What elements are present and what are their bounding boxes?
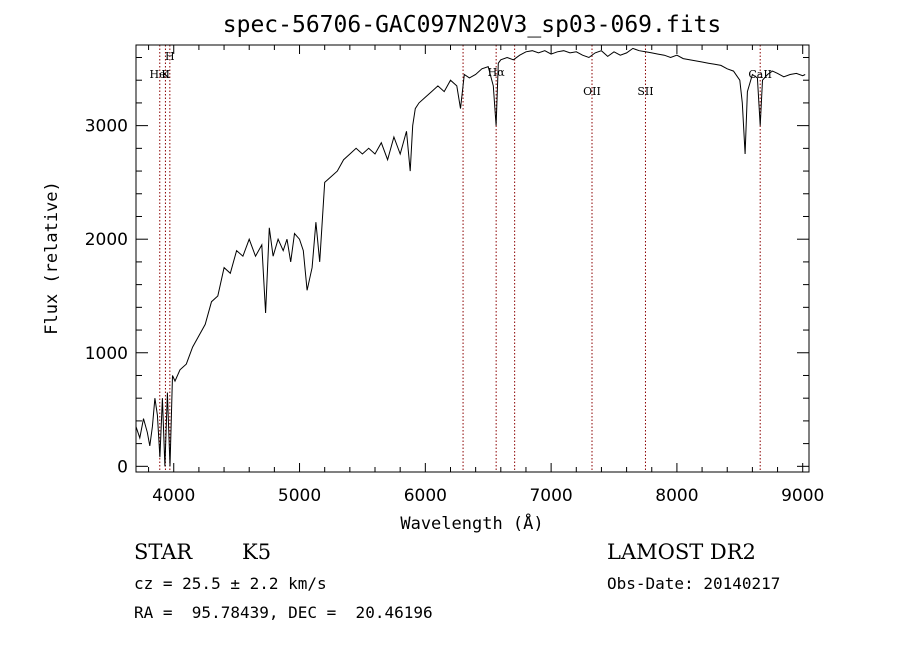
y-axis: 0 1000 2000 3000 — [85, 56, 809, 477]
object-subclass: K5 — [242, 540, 272, 564]
spectral-line-label: Hα — [488, 66, 506, 79]
spectral-line-label: SII — [637, 85, 653, 98]
x-tick-label: 7000 — [529, 486, 572, 506]
redshift-value: cz = 25.5 ± 2.2 km/s — [134, 574, 327, 593]
spectral-line-label: HeI — [150, 68, 170, 81]
y-axis-label: Flux (relative) — [42, 181, 62, 335]
observation-date: Obs-Date: 20140217 — [607, 574, 781, 593]
y-tick-label: 3000 — [85, 117, 128, 137]
spectral-line-label: K — [161, 68, 170, 81]
x-axis-label: Wavelength (Å) — [400, 512, 543, 534]
x-axis: 4000 5000 6000 7000 8000 9000 — [148, 45, 824, 506]
spectral-line-label: CaII — [748, 68, 772, 81]
series-layer — [135, 47, 806, 467]
x-tick-label: 5000 — [278, 486, 321, 506]
coordinates: RA = 95.78439, DEC = 20.46196 — [134, 603, 433, 622]
x-tick-label: 8000 — [655, 486, 698, 506]
survey-name: LAMOST DR2 — [607, 540, 756, 564]
x-tick-label: 4000 — [152, 486, 195, 506]
plot-frame — [135, 44, 810, 473]
spectral-line-markers: HeI HK Hα OII SII CaII — [150, 45, 772, 472]
chart-title: spec-56706-GAC097N20V3_sp03-069.fits — [223, 12, 722, 38]
spectral-line-label: OII — [583, 85, 601, 98]
y-tick-label: 1000 — [85, 344, 128, 364]
spectral-line-label: H — [165, 50, 175, 63]
object-class: STAR — [134, 540, 193, 564]
spectrum-line — [135, 47, 806, 467]
y-tick-label: 0 — [117, 457, 128, 477]
x-tick-label: 6000 — [404, 486, 447, 506]
x-tick-label: 9000 — [781, 486, 824, 506]
y-tick-label: 2000 — [85, 230, 128, 250]
